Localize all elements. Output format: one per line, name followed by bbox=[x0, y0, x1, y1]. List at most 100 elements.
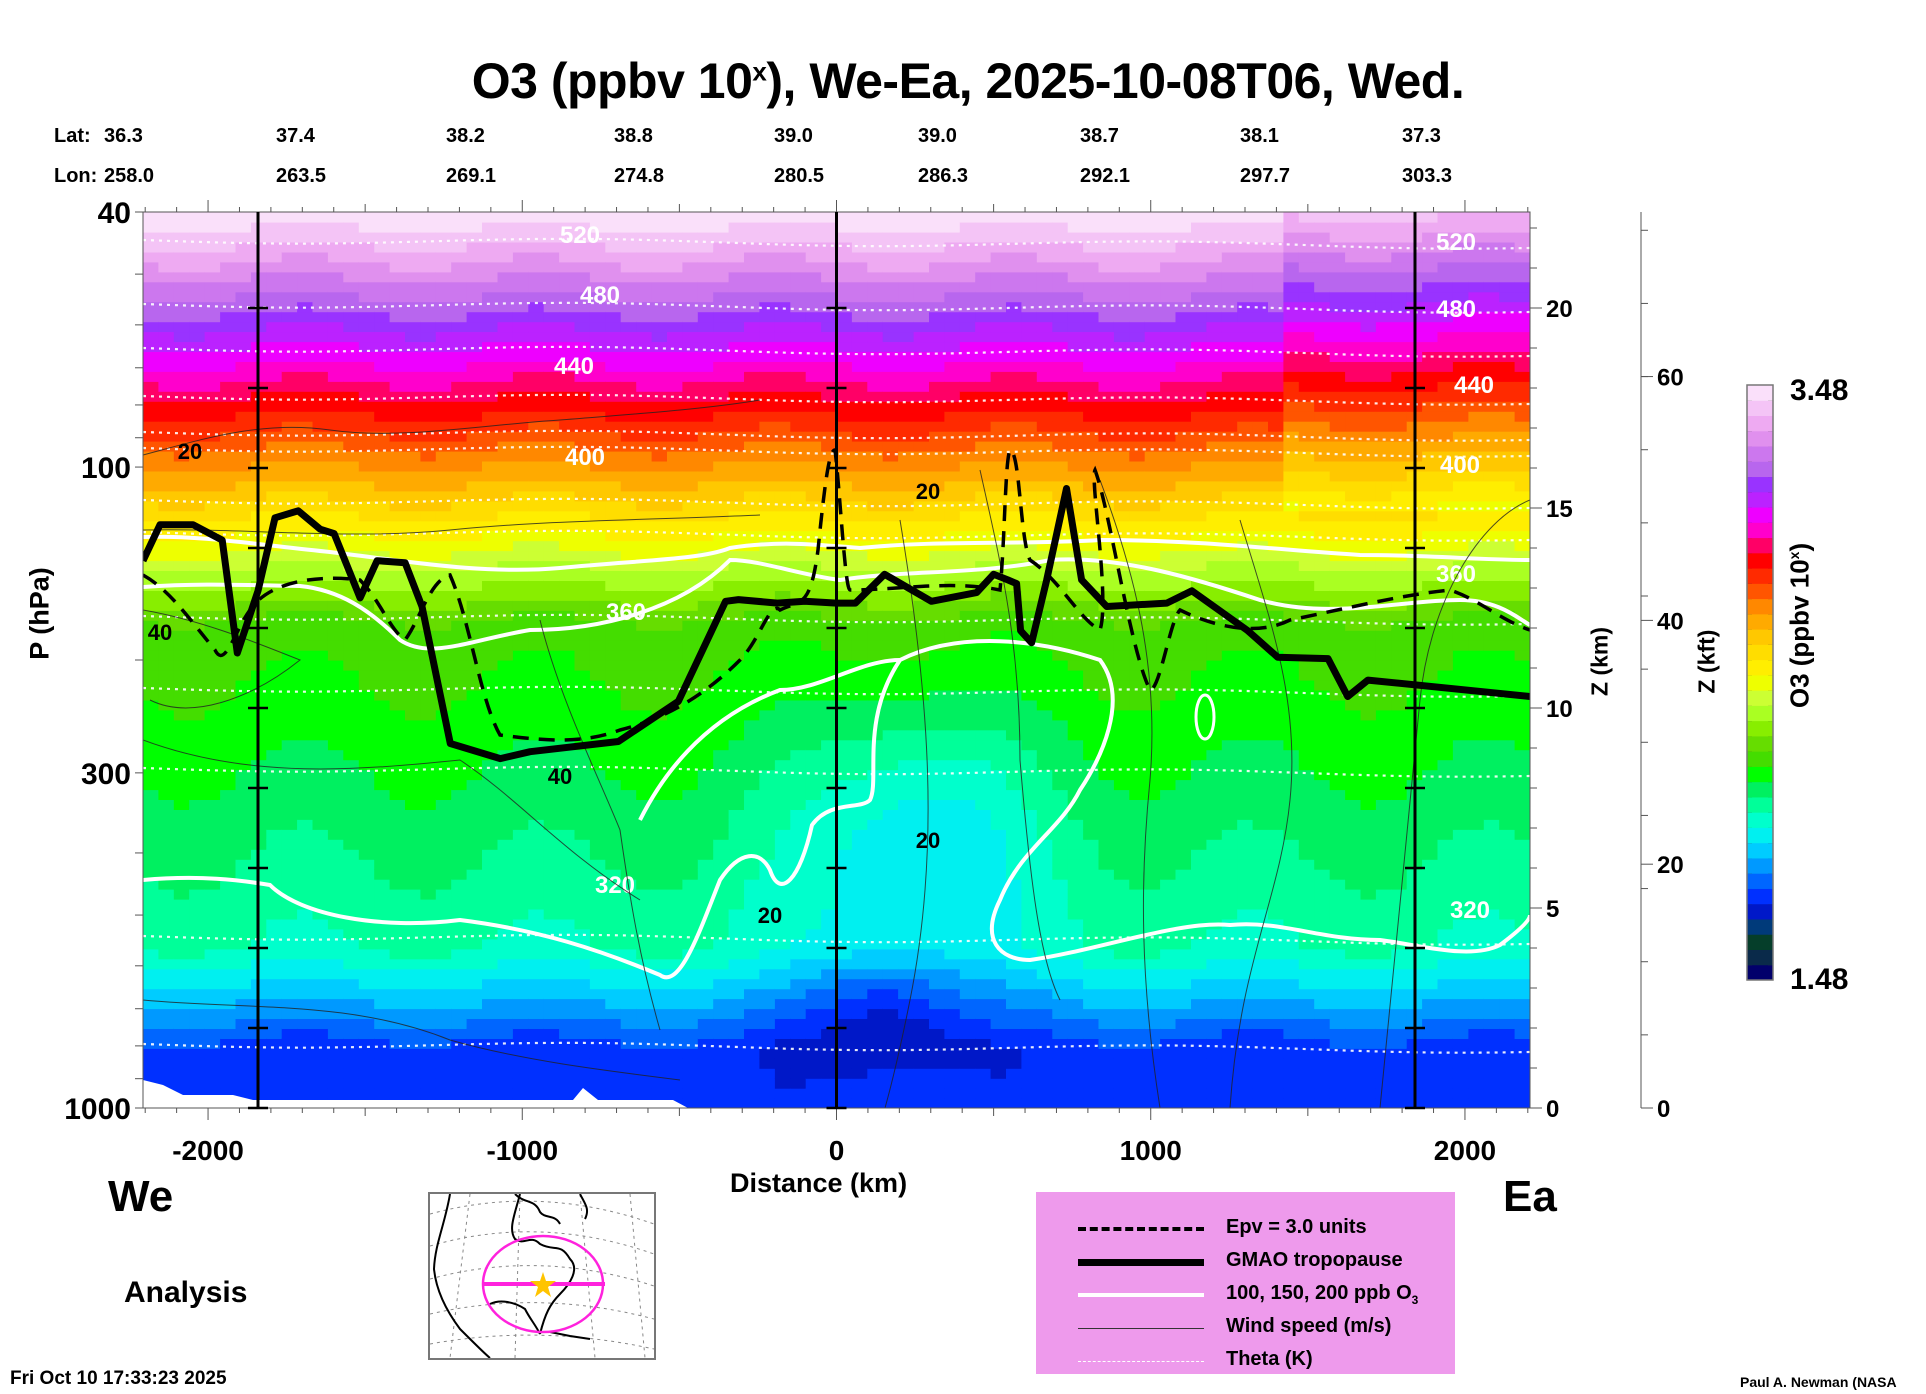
field-cell bbox=[312, 341, 329, 352]
field-cell bbox=[774, 650, 791, 661]
field-cell bbox=[158, 670, 175, 681]
field-cell bbox=[728, 759, 745, 771]
field-cell bbox=[821, 660, 838, 671]
field-cell bbox=[713, 510, 730, 522]
field-cell bbox=[682, 759, 699, 771]
field-cell bbox=[297, 441, 314, 452]
field-cell bbox=[867, 789, 884, 800]
field-cell bbox=[327, 918, 344, 930]
field-cell bbox=[512, 859, 529, 870]
field-cell bbox=[512, 311, 529, 323]
field-cell bbox=[805, 251, 822, 263]
field-cell bbox=[913, 311, 930, 323]
field-cell bbox=[913, 809, 930, 820]
field-cell bbox=[944, 241, 961, 253]
field-cell bbox=[851, 889, 868, 900]
field-cell bbox=[451, 769, 468, 781]
field-cell bbox=[389, 341, 406, 352]
field-cell bbox=[882, 291, 899, 303]
field-cell bbox=[512, 779, 529, 791]
field-cell bbox=[805, 1078, 822, 1089]
field-cell bbox=[358, 630, 375, 641]
field-cell bbox=[790, 291, 807, 303]
field-cell bbox=[990, 998, 1007, 1010]
field-cell bbox=[975, 670, 992, 681]
field-cell bbox=[451, 301, 468, 313]
field-cell bbox=[343, 640, 360, 651]
field-cell bbox=[836, 231, 853, 243]
field-cell bbox=[512, 361, 529, 372]
field-cell bbox=[451, 998, 468, 1010]
field-cell bbox=[620, 739, 637, 751]
field-cell bbox=[235, 749, 252, 761]
field-cell bbox=[466, 839, 483, 850]
field-cell bbox=[466, 431, 483, 442]
field-cell bbox=[851, 421, 868, 432]
field-cell bbox=[374, 650, 391, 661]
field-cell bbox=[297, 938, 314, 950]
field-cell bbox=[636, 829, 653, 840]
field-cell bbox=[805, 739, 822, 751]
field-cell bbox=[836, 500, 853, 512]
field-cell bbox=[589, 580, 606, 591]
field-cell bbox=[898, 1068, 915, 1079]
field-cell bbox=[605, 879, 622, 890]
field-cell bbox=[158, 550, 175, 562]
field-cell bbox=[358, 988, 375, 1000]
field-cell bbox=[189, 540, 206, 552]
field-cell bbox=[805, 958, 822, 970]
field-cell bbox=[405, 361, 421, 372]
field-cell bbox=[235, 550, 252, 562]
field-cell bbox=[466, 1008, 483, 1019]
field-cell bbox=[512, 580, 529, 591]
field-cell bbox=[420, 819, 437, 830]
field-cell bbox=[281, 460, 298, 472]
field-cell bbox=[790, 550, 807, 562]
field-cell bbox=[389, 520, 406, 532]
field-cell bbox=[667, 679, 683, 691]
field-cell bbox=[636, 381, 653, 392]
field-cell bbox=[728, 520, 745, 532]
field-cell bbox=[944, 679, 961, 691]
field-cell bbox=[327, 799, 344, 810]
field-cell bbox=[482, 371, 498, 382]
field-cell bbox=[143, 222, 159, 233]
field-cell bbox=[790, 1098, 807, 1108]
field-cell bbox=[836, 530, 853, 542]
field-cell bbox=[728, 361, 745, 372]
field-cell bbox=[297, 719, 314, 731]
field-cell bbox=[882, 530, 899, 542]
field-cell bbox=[435, 311, 452, 323]
field-cell bbox=[975, 1088, 992, 1099]
field-cell bbox=[697, 620, 714, 631]
field-cell bbox=[343, 879, 360, 890]
field-cell bbox=[497, 1088, 514, 1099]
field-cell bbox=[636, 540, 653, 552]
field-cell bbox=[929, 1078, 945, 1089]
field-cell bbox=[343, 222, 360, 233]
field-cell bbox=[466, 719, 483, 731]
field-cell bbox=[343, 381, 360, 392]
field-cell bbox=[605, 460, 622, 472]
field-cell bbox=[266, 311, 283, 323]
field-cell bbox=[667, 640, 683, 651]
field-cell bbox=[297, 908, 314, 920]
field-cell bbox=[697, 839, 714, 850]
field-cell bbox=[389, 470, 406, 482]
field-cell bbox=[821, 1098, 838, 1108]
field-cell bbox=[512, 978, 529, 990]
field-cell bbox=[790, 839, 807, 850]
field-cell bbox=[420, 460, 437, 472]
field-cell bbox=[204, 241, 221, 253]
field-cell bbox=[266, 729, 283, 741]
field-cell bbox=[975, 331, 992, 343]
field-cell bbox=[867, 869, 884, 880]
field-cell bbox=[682, 819, 699, 830]
field-cell bbox=[697, 670, 714, 681]
field-cell bbox=[220, 789, 237, 800]
field-cell bbox=[482, 839, 498, 850]
field-cell bbox=[682, 1088, 699, 1099]
field-cell bbox=[867, 1098, 884, 1108]
field-cell bbox=[281, 222, 298, 233]
